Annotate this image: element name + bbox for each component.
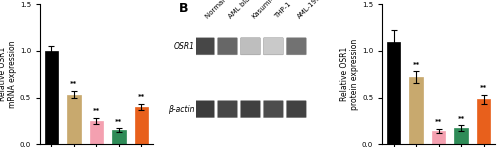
Text: AML blasts: AML blasts — [228, 0, 258, 20]
FancyBboxPatch shape — [264, 101, 283, 118]
Text: AML-193: AML-193 — [296, 0, 322, 20]
Text: **: ** — [458, 116, 465, 122]
FancyBboxPatch shape — [240, 101, 260, 118]
Text: β-actin: β-actin — [168, 105, 194, 114]
Bar — [477, 99, 490, 144]
FancyBboxPatch shape — [194, 38, 214, 55]
Text: B: B — [178, 2, 188, 15]
Bar — [134, 107, 148, 144]
Text: **: ** — [70, 81, 78, 87]
Bar — [454, 128, 468, 144]
FancyBboxPatch shape — [240, 38, 260, 55]
FancyBboxPatch shape — [286, 38, 306, 55]
Bar — [112, 130, 126, 144]
FancyBboxPatch shape — [264, 38, 283, 55]
Y-axis label: Relative OSR1
protein expression: Relative OSR1 protein expression — [340, 39, 359, 110]
Text: **: ** — [435, 120, 442, 125]
Bar — [387, 42, 400, 144]
Y-axis label: Relative OSR1
mRNA expression: Relative OSR1 mRNA expression — [0, 40, 17, 108]
Text: **: ** — [412, 62, 420, 68]
Text: OSR1: OSR1 — [174, 42, 195, 51]
Text: **: ** — [116, 118, 122, 125]
Text: THP-1: THP-1 — [274, 1, 292, 20]
FancyBboxPatch shape — [286, 101, 306, 118]
Text: Kasumi-1: Kasumi-1 — [250, 0, 278, 20]
Bar — [90, 121, 103, 144]
FancyBboxPatch shape — [218, 101, 238, 118]
Text: Normal blasts: Normal blasts — [204, 0, 243, 20]
FancyBboxPatch shape — [218, 38, 238, 55]
Text: **: ** — [480, 85, 488, 91]
Bar — [67, 95, 80, 144]
FancyBboxPatch shape — [194, 101, 214, 118]
Bar — [44, 51, 58, 144]
Text: **: ** — [92, 108, 100, 114]
Bar — [432, 131, 446, 144]
Text: **: ** — [138, 94, 145, 100]
Bar — [410, 77, 423, 144]
